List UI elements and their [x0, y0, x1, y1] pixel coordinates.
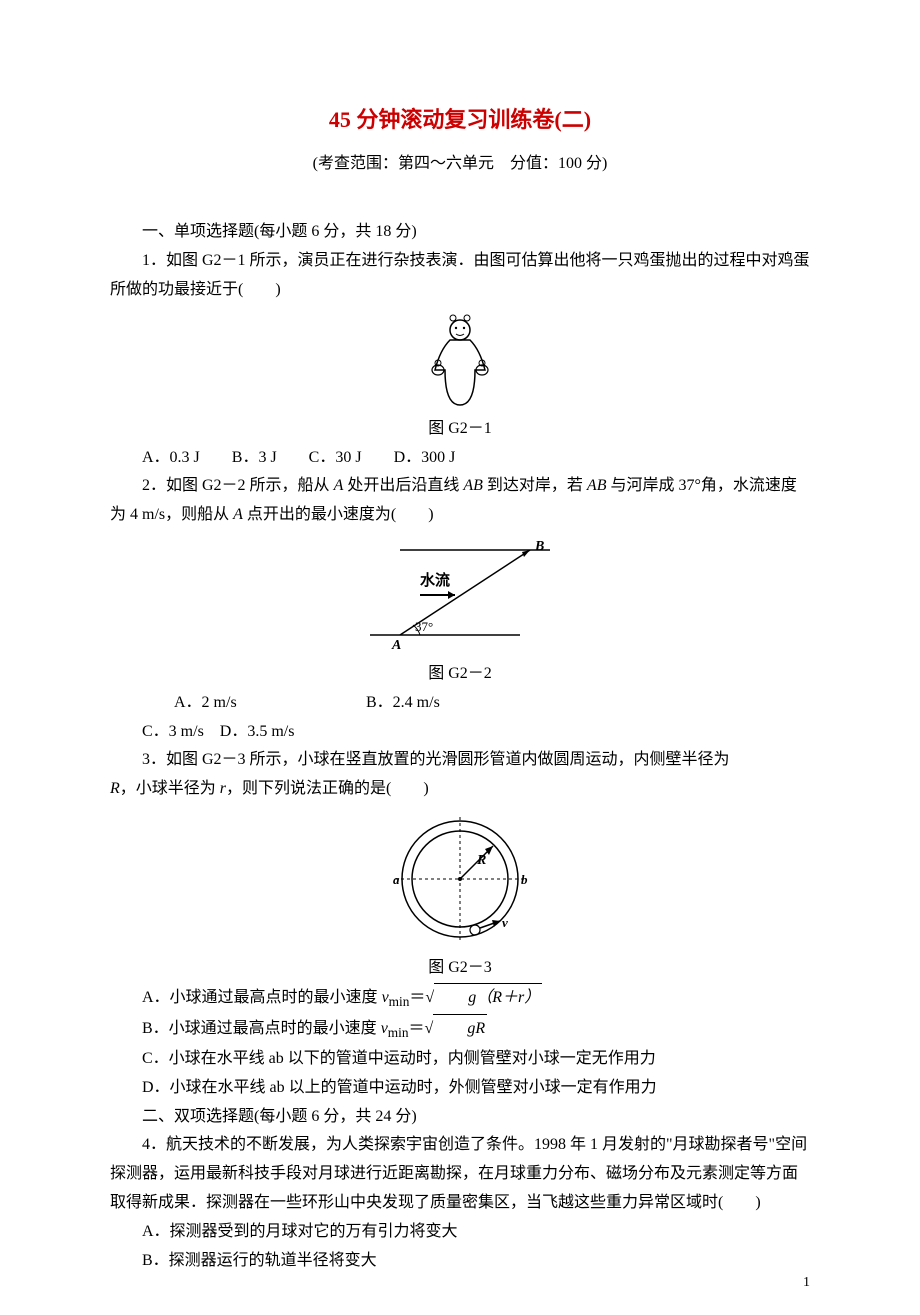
question-1: 1．如图 G2－1 所示，演员正在进行杂技表演．由图可估算出他将一只鸡蛋抛出的过…: [110, 247, 810, 305]
q3-opt-b-pre: B．小球通过最高点时的最小速度: [142, 1020, 381, 1037]
q3-opt-b-v: v: [381, 1020, 388, 1037]
q3-text-a: 3．如图 G2－3 所示，小球在竖直放置的光滑圆形管道内做圆周运动，内侧壁半径为: [142, 751, 730, 768]
svg-text:v: v: [502, 915, 508, 930]
q2-text-c: 到达对岸，若: [483, 477, 587, 494]
q3-opt-a-v: v: [382, 989, 389, 1006]
q3-text-b: ，小球半径为: [120, 780, 220, 797]
figure-g2-1-caption: 图 G2－1: [110, 415, 810, 444]
juggler-icon: [420, 310, 500, 410]
q2-text-e: 点开出的最小速度为( ): [243, 506, 434, 523]
q3-opt-c: C．小球在水平线 ab 以下的管道中运动时，内侧管壁对小球一定无作用力: [110, 1045, 810, 1074]
q3-opt-b: B．小球通过最高点时的最小速度 vmin＝√gR: [110, 1014, 810, 1045]
river-diagram-icon: B A 水流 37°: [360, 535, 560, 655]
q3-opt-b-eq: ＝: [409, 1020, 425, 1037]
q3-text-c: ，则下列说法正确的是( ): [226, 780, 429, 797]
q2-opt-b: B．2.4 m/s: [366, 694, 440, 711]
title-text: 45 分钟滚动复习训练卷(二): [329, 107, 591, 132]
svg-text:b: b: [521, 872, 528, 887]
figure-g2-3: R a b v: [110, 809, 810, 949]
section-1-header: 一、单项选择题(每小题 6 分，共 18 分): [110, 218, 810, 247]
q2-var-a2: A: [233, 506, 243, 523]
svg-text:R: R: [476, 853, 486, 868]
q3-var-r-cap: R: [110, 780, 120, 797]
figure-g2-1: [110, 310, 810, 410]
page-title: 45 分钟滚动复习训练卷(二): [110, 100, 810, 140]
figure-g2-3-caption: 图 G2－3: [110, 954, 810, 983]
q2-var-ab2: AB: [587, 477, 607, 494]
svg-text:B: B: [534, 539, 544, 554]
page-subtitle: (考查范围：第四～六单元 分值：100 分): [110, 150, 810, 179]
q4-opt-b: B．探测器运行的轨道半径将变大: [110, 1247, 810, 1276]
q3-opt-a-eq: ＝: [409, 989, 425, 1006]
svg-text:a: a: [393, 872, 400, 887]
q2-text-a: 2．如图 G2－2 所示，船从: [142, 477, 334, 494]
q3-opt-d: D．小球在水平线 ab 以上的管道中运动时，外侧管壁对小球一定有作用力: [110, 1074, 810, 1103]
q1-options: A．0.3 J B．3 J C．30 J D．300 J: [110, 444, 810, 473]
q3-opt-a: A．小球通过最高点时的最小速度 vmin＝√g（R＋r）: [110, 983, 810, 1014]
q2-text-b: 处开出后沿直线: [343, 477, 463, 494]
svg-text:A: A: [391, 638, 401, 653]
q3-opt-b-rad: gR: [433, 1014, 487, 1044]
figure-g2-2-caption: 图 G2－2: [110, 660, 810, 689]
q3-opt-a-sub: min: [389, 994, 410, 1009]
section-2-header: 二、双项选择题(每小题 6 分，共 24 分): [110, 1103, 810, 1132]
circle-tube-icon: R a b v: [385, 809, 535, 949]
q3-opt-a-pre: A．小球通过最高点时的最小速度: [142, 989, 382, 1006]
figure-g2-2: B A 水流 37°: [110, 535, 810, 655]
question-2: 2．如图 G2－2 所示，船从 A 处开出后沿直线 AB 到达对岸，若 AB 与…: [110, 472, 810, 530]
q3-opt-b-sub: min: [388, 1025, 409, 1040]
question-3: 3．如图 G2－3 所示，小球在竖直放置的光滑圆形管道内做圆周运动，内侧壁半径为: [110, 746, 810, 775]
question-3-cont: R，小球半径为 r，则下列说法正确的是( ): [110, 775, 810, 804]
q2-var-a1: A: [334, 477, 344, 494]
question-4: 4．航天技术的不断发展，为人类探索宇宙创造了条件。1998 年 1 月发射的"月…: [110, 1131, 810, 1217]
q2-options-line2: C．3 m/s D．3.5 m/s: [110, 718, 810, 747]
q2-var-ab1: AB: [463, 477, 483, 494]
q2-opt-a: A．2 m/s: [142, 689, 362, 718]
svg-text:水流: 水流: [420, 571, 450, 589]
svg-text:37°: 37°: [415, 619, 433, 634]
q3-opt-a-rad: g（R＋r）: [434, 983, 542, 1013]
page-number: 1: [803, 1270, 810, 1295]
q2-options-line1: A．2 m/s B．2.4 m/s: [110, 689, 810, 718]
q4-opt-a: A．探测器受到的月球对它的万有引力将变大: [110, 1218, 810, 1247]
